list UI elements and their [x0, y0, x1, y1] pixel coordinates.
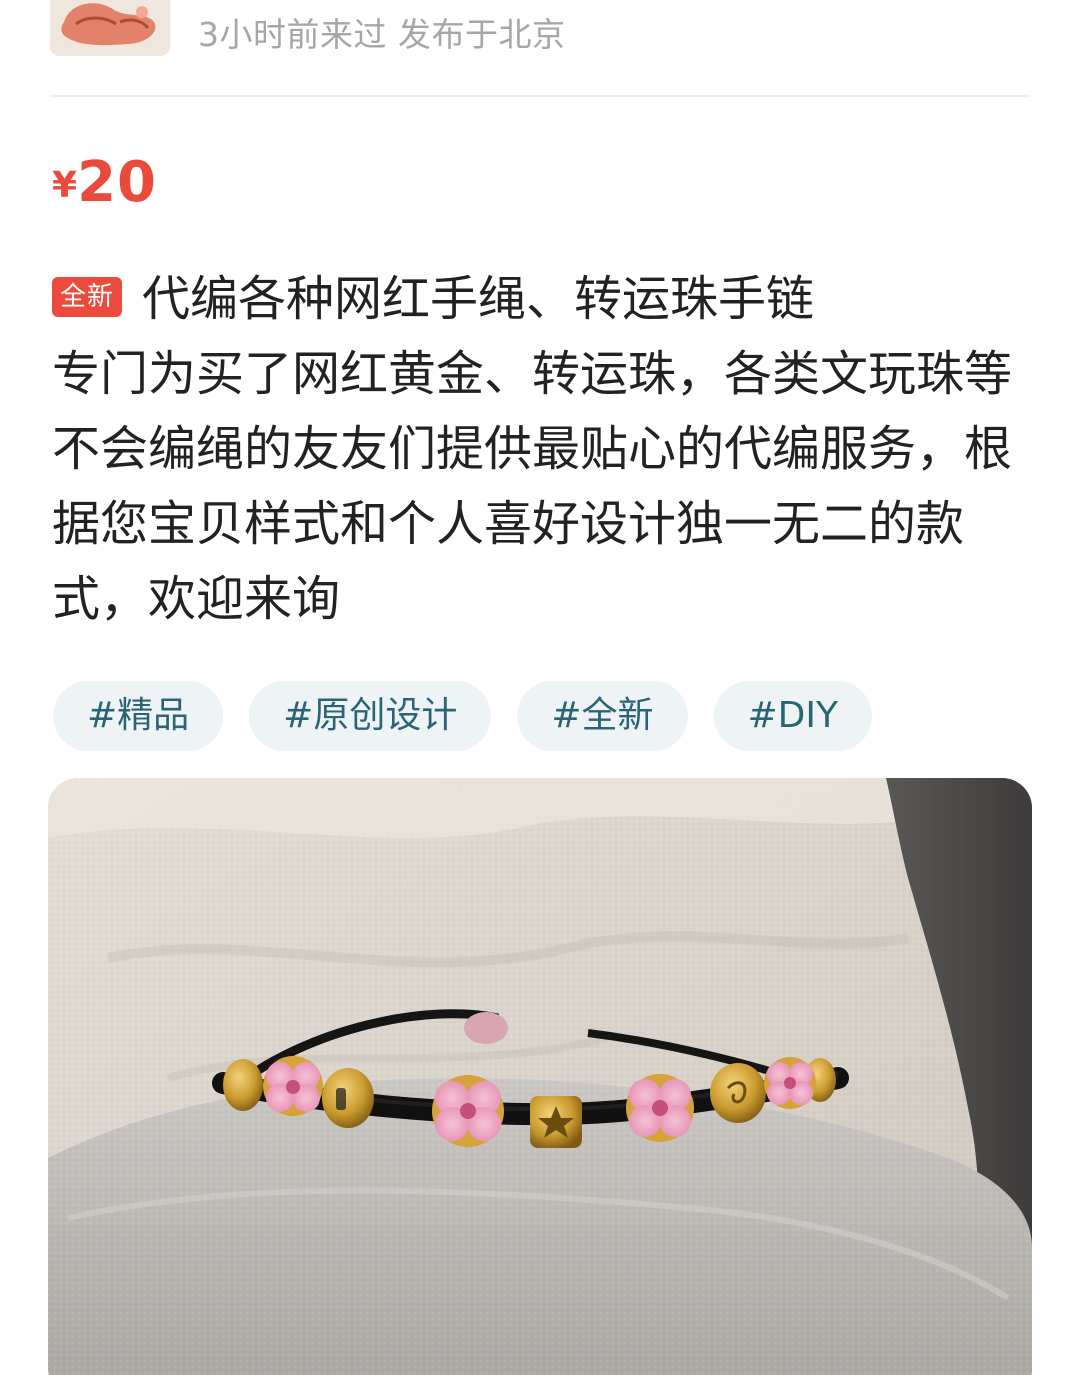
listing-title-line: 全新 代编各种网红手绳、转运珠手链	[52, 262, 1028, 337]
seller-header: 3小时前来过 发布于北京	[50, 0, 1030, 58]
avatar-image-icon	[50, 0, 170, 56]
price-amount: 20	[77, 150, 157, 215]
listing-description: 全新 代编各种网红手绳、转运珠手链 专门为买了网红黄金、转运珠，各类文玩珠等不会编…	[52, 262, 1028, 637]
tag-chip[interactable]: #全新	[517, 681, 688, 751]
tag-chip[interactable]: #精品	[53, 681, 224, 751]
price: ¥20	[52, 150, 157, 215]
product-photo[interactable]	[48, 778, 1032, 1375]
listing-body: 专门为买了网红黄金、转运珠，各类文玩珠等不会编绳的友友们提供最贴心的代编服务，根…	[52, 346, 1013, 627]
price-currency: ¥	[52, 165, 78, 206]
condition-badge: 全新	[52, 277, 123, 317]
bracelet-photo-icon	[48, 778, 1032, 1375]
seller-avatar[interactable]	[50, 0, 170, 56]
tag-list: #精品 #原创设计 #全新 #DIY	[53, 681, 898, 751]
tag-chip[interactable]: #原创设计	[249, 681, 492, 751]
header-divider	[50, 95, 1030, 97]
seller-last-seen-location: 3小时前来过 发布于北京	[198, 15, 566, 54]
tag-chip[interactable]: #DIY	[713, 681, 873, 751]
listing-title: 代编各种网红手绳、转运珠手链	[142, 271, 815, 327]
